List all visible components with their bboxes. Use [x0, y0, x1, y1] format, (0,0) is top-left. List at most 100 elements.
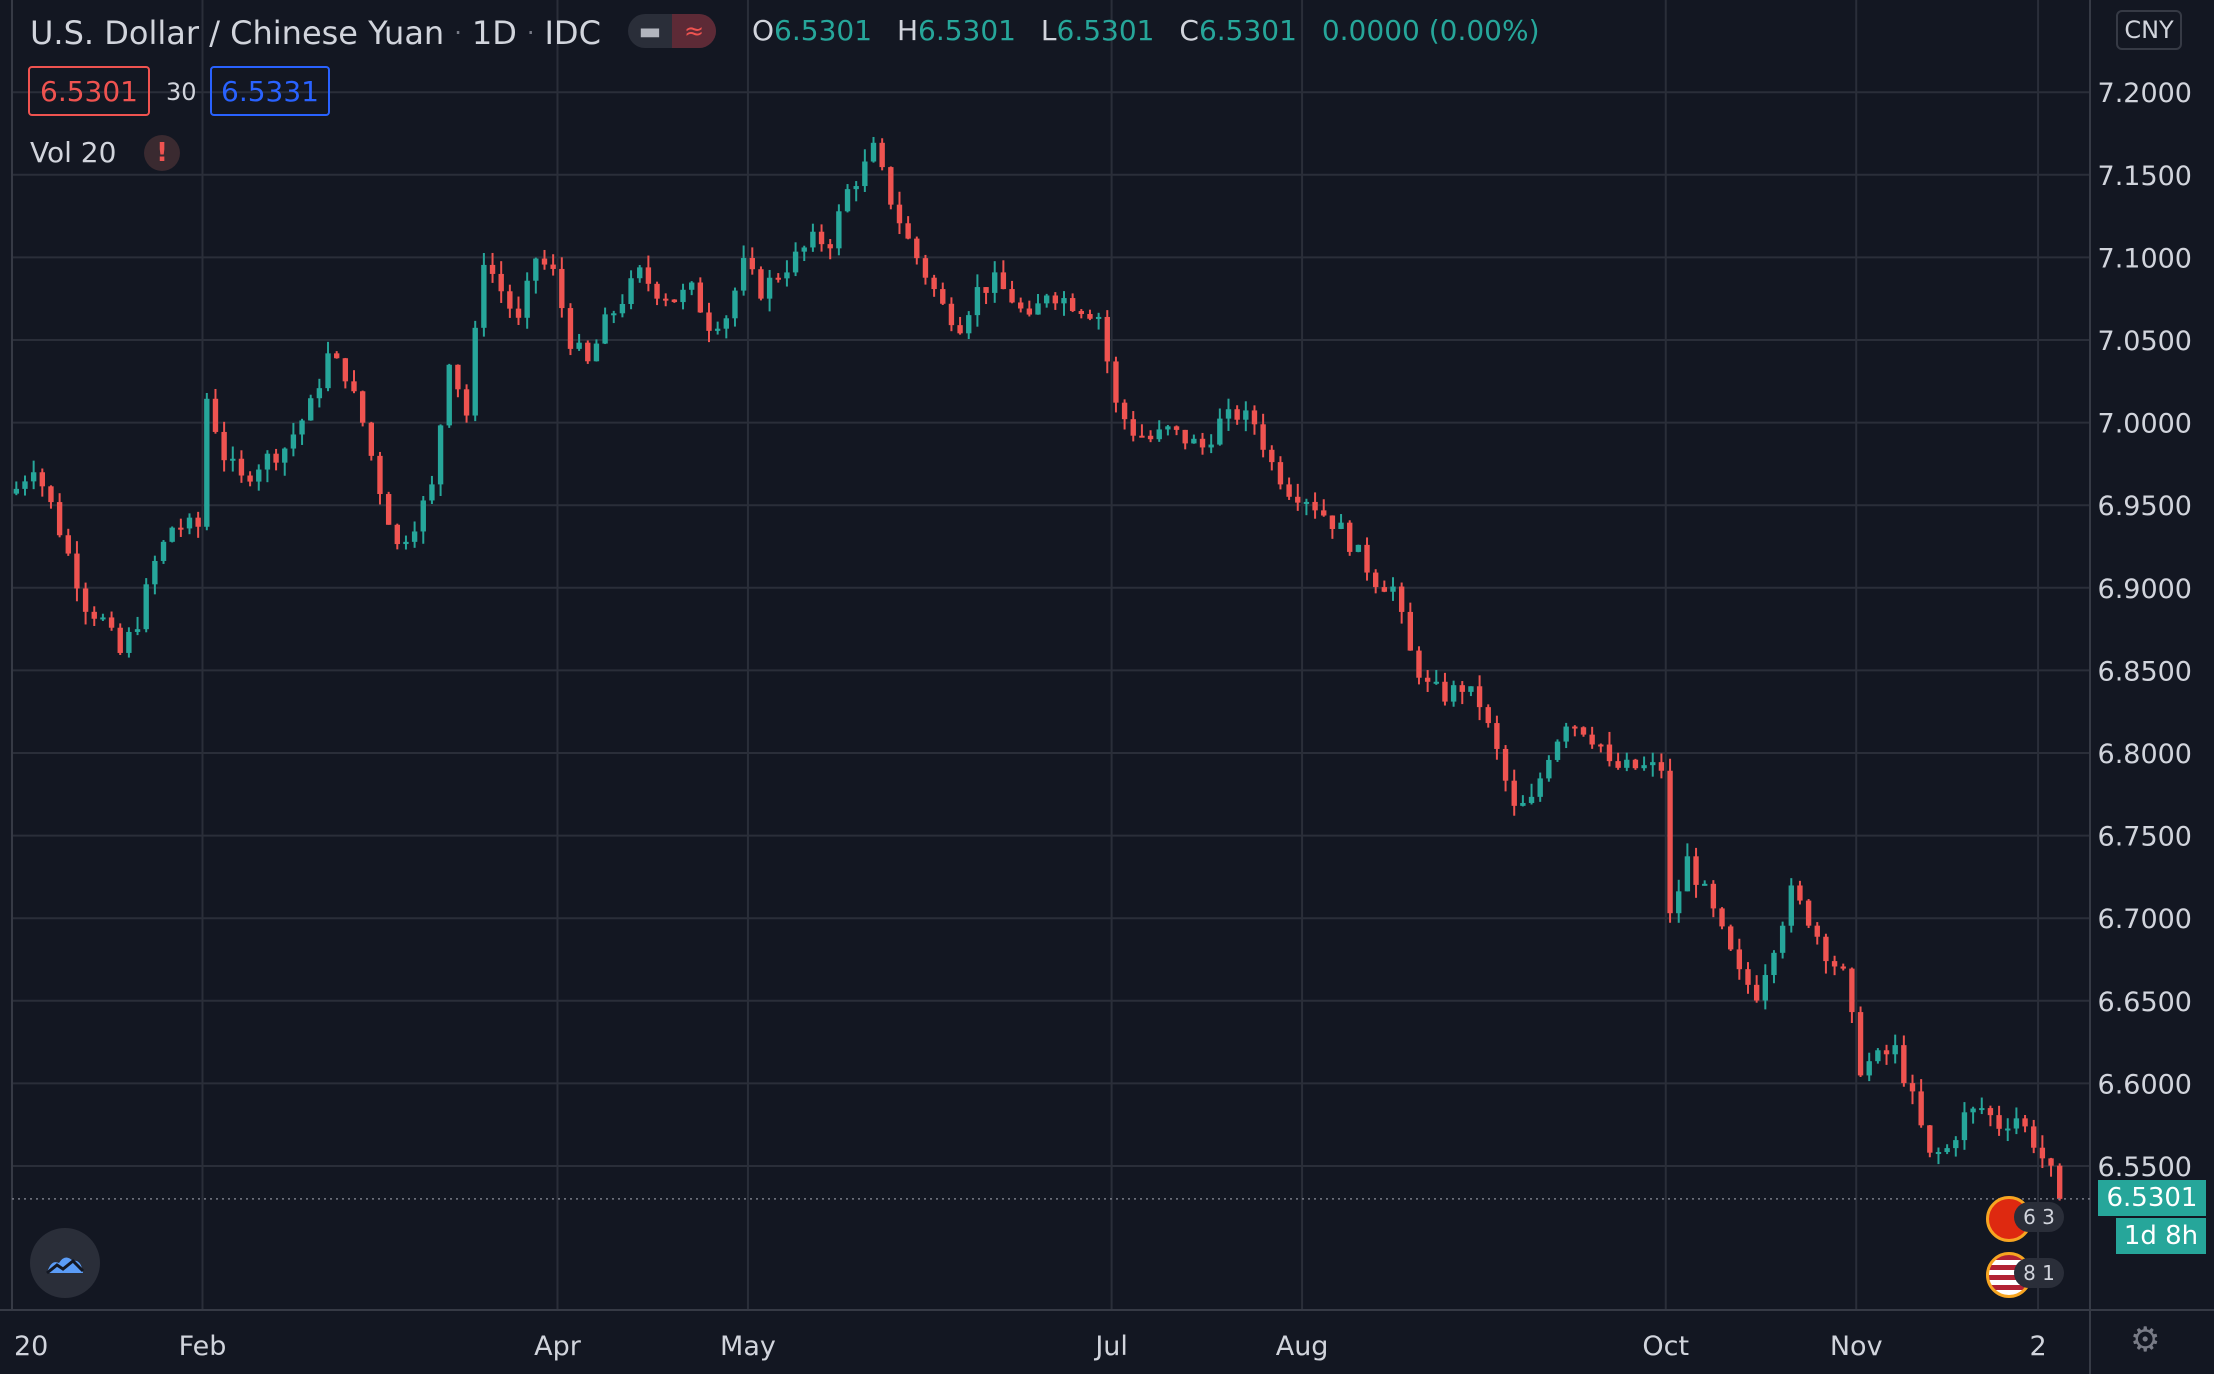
candle-body — [853, 186, 859, 190]
candle-body — [1303, 501, 1310, 504]
candle-body — [1329, 515, 1336, 529]
candle-body — [308, 398, 314, 421]
candle-body — [1113, 361, 1119, 403]
candle-body — [1407, 611, 1414, 651]
candle-body — [637, 267, 643, 279]
candle-body — [1719, 908, 1725, 927]
candle-body — [2039, 1147, 2046, 1159]
candle-body — [1364, 544, 1370, 573]
candle-body — [1987, 1108, 1994, 1116]
candle-body — [1355, 544, 1362, 552]
low-label: L — [1040, 14, 1057, 47]
candle-body — [1528, 796, 1535, 803]
candle-body — [282, 448, 288, 463]
eye-icon[interactable]: ▬ — [638, 17, 662, 45]
candle-body — [1624, 759, 1630, 768]
candle-body — [351, 381, 357, 392]
candle-body — [1312, 501, 1318, 511]
warning-icon[interactable]: ! — [144, 135, 180, 171]
visibility-toggle[interactable]: ▬ ≈ — [628, 14, 716, 48]
candle-body — [316, 388, 323, 399]
candle-body — [515, 308, 522, 318]
candle-body — [663, 298, 669, 301]
candle-body — [1580, 727, 1587, 735]
candle-body — [1416, 650, 1422, 678]
tradingview-logo-icon[interactable] — [30, 1228, 100, 1298]
candle-body — [940, 289, 946, 304]
currency-label[interactable]: CNY — [2116, 10, 2182, 50]
candle-body — [654, 283, 660, 299]
symbol-name[interactable]: U.S. Dollar / Chinese Yuan — [30, 14, 445, 52]
candle-body — [1035, 303, 1041, 315]
wave-icon[interactable]: ≈ — [672, 14, 716, 48]
candle-body — [377, 455, 383, 495]
candle-body — [2031, 1126, 2037, 1148]
candle-body — [1087, 314, 1093, 319]
candle-body — [1139, 435, 1145, 438]
candle-body — [1537, 778, 1543, 797]
candle-body — [541, 258, 548, 265]
candle-body — [593, 343, 600, 362]
candle-body — [697, 282, 704, 313]
candle-body — [706, 312, 712, 331]
candle-body — [1494, 723, 1500, 749]
candle-body — [385, 494, 392, 525]
candle-body — [403, 541, 409, 545]
candle-body — [1520, 802, 1526, 806]
buy-price-button[interactable]: 6.5331 — [210, 66, 330, 116]
settings-gear-icon[interactable]: ⚙ — [2130, 1320, 2161, 1360]
volume-indicator-label[interactable]: Vol 20 — [30, 136, 117, 169]
chart-header: U.S. Dollar / Chinese Yuan · 1D · IDC — [30, 8, 601, 58]
candle-body — [507, 291, 513, 309]
candle-body — [1909, 1083, 1916, 1092]
candle-body — [143, 584, 149, 630]
candle-body — [325, 353, 331, 389]
sell-price-button[interactable]: 6.5301 — [28, 66, 150, 116]
candle-body — [1736, 949, 1743, 970]
candle-body — [1702, 883, 1708, 886]
candle-body — [22, 481, 28, 489]
ohlc-legend: O6.5301 H6.5301 L6.5301 C6.5301 0.0000 (… — [752, 14, 1540, 47]
candle-body — [671, 299, 678, 303]
price-tick-label: 7.0000 — [2098, 409, 2192, 440]
candle-body — [602, 314, 608, 344]
candle-body — [680, 289, 686, 303]
candle-body — [1321, 510, 1327, 516]
candle-body — [974, 287, 981, 316]
interval-label[interactable]: 1D — [471, 14, 517, 52]
candle-body — [1026, 308, 1033, 315]
candle-body — [160, 541, 167, 561]
candle-body — [1121, 402, 1128, 420]
price-tick-label: 6.8000 — [2098, 739, 2192, 770]
price-tick-label: 7.0500 — [2098, 326, 2192, 357]
open-value: 6.5301 — [774, 14, 873, 47]
candle-body — [732, 290, 738, 319]
candle-body — [1944, 1148, 1950, 1153]
candle-body — [1095, 316, 1102, 319]
candle-body — [628, 278, 634, 304]
candle-body — [1459, 685, 1465, 692]
candle-body — [1485, 707, 1491, 724]
candle-body — [1424, 677, 1431, 682]
time-tick-label: Nov — [1830, 1331, 1883, 1362]
candle-body — [1606, 744, 1613, 762]
candle-body — [645, 267, 652, 284]
candle-body — [108, 617, 115, 628]
candle-body — [1901, 1045, 1907, 1084]
candle-body — [221, 431, 227, 461]
candle-body — [1710, 883, 1717, 909]
candle-body — [1390, 586, 1396, 592]
candle-body — [1052, 295, 1059, 304]
event-marker-china[interactable]: 6 3 — [1986, 1196, 2064, 1244]
candle-body — [30, 472, 37, 482]
price-tick-label: 7.2000 — [2098, 78, 2192, 109]
candle-body — [238, 458, 245, 476]
candle-body — [723, 318, 729, 329]
candle-body — [1797, 885, 1803, 901]
event-marker-us[interactable]: 8 1 — [1986, 1252, 2064, 1300]
candle-body — [1563, 726, 1569, 742]
separator-dot: · — [526, 19, 535, 47]
candle-body — [368, 422, 375, 456]
candle-body — [212, 398, 219, 432]
